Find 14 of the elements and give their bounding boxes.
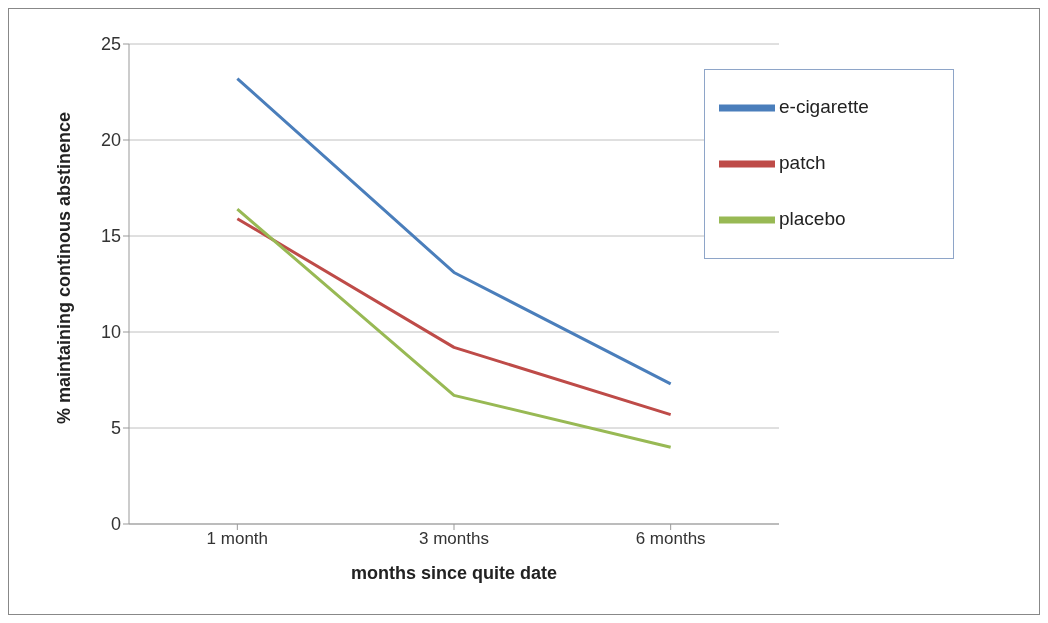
y-tick-label: 5: [110, 418, 121, 439]
legend-label: e-cigarette: [779, 96, 869, 118]
y-tick-label: 20: [100, 130, 121, 151]
y-tick-label: 25: [100, 34, 121, 55]
y-tick-label: 10: [100, 322, 121, 343]
x-tick-label: 3 months: [419, 529, 489, 549]
legend-label: placebo: [779, 208, 846, 230]
x-tick-label: 6 months: [635, 529, 706, 549]
x-axis-title: months since quite date: [350, 563, 558, 583]
y-axis-title: % maintaining continous abstinence: [54, 111, 75, 424]
y-tick-label: 15: [100, 226, 121, 247]
y-tick-label: 0: [110, 514, 121, 535]
legend-label: patch: [779, 152, 826, 174]
x-tick-label: 1 month: [206, 529, 269, 549]
